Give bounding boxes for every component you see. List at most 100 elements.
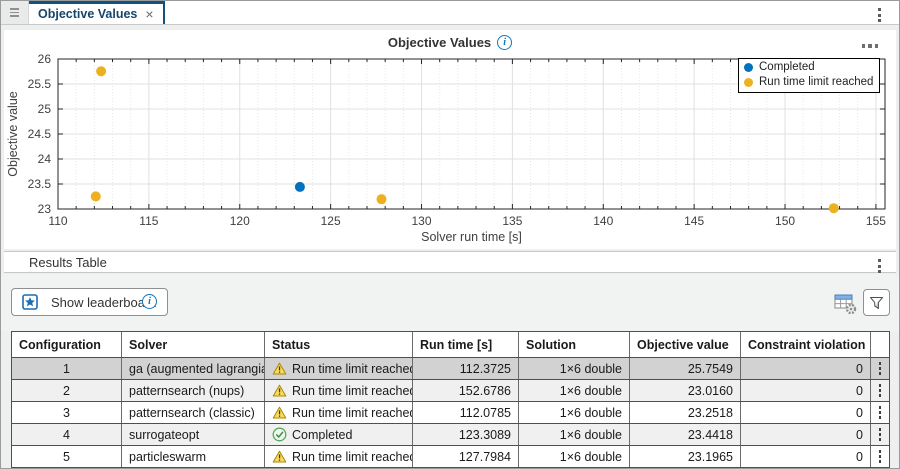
- cell-status: Run time limit reached: [265, 446, 413, 467]
- svg-text:115: 115: [139, 214, 158, 228]
- column-header-status[interactable]: Status: [265, 332, 413, 357]
- cell-status: Completed: [265, 424, 413, 445]
- row-menu[interactable]: [871, 358, 889, 379]
- row-menu-icon[interactable]: [877, 382, 884, 399]
- table-header-row: Configuration Solver Status Run time [s] Sol…: [12, 332, 889, 358]
- cell-configuration: 1: [12, 358, 122, 379]
- filter-icon: [870, 296, 883, 309]
- warning-icon: [272, 406, 287, 419]
- row-menu-icon[interactable]: [877, 426, 884, 443]
- cell-objective-value: 23.0160: [630, 380, 741, 401]
- svg-text:125: 125: [321, 214, 341, 228]
- warning-icon: [272, 362, 287, 375]
- svg-text:24.5: 24.5: [28, 127, 52, 141]
- row-menu-icon[interactable]: [877, 360, 884, 377]
- column-header-solver[interactable]: Solver: [122, 332, 265, 357]
- data-point: [294, 181, 305, 192]
- svg-text:130: 130: [412, 214, 432, 228]
- leaderboard-info-icon[interactable]: i: [142, 294, 157, 309]
- cell-run-time: 112.0785: [413, 402, 519, 423]
- table-settings-button[interactable]: [831, 289, 859, 317]
- column-header-configuration[interactable]: Configuration: [12, 332, 122, 357]
- legend-swatch: [744, 63, 753, 72]
- row-menu-icon[interactable]: [877, 404, 884, 421]
- row-menu[interactable]: [871, 424, 889, 445]
- cell-solver: surrogateopt: [122, 424, 265, 445]
- row-menu[interactable]: [871, 402, 889, 423]
- cell-configuration: 4: [12, 424, 122, 445]
- chart-more-options-icon[interactable]: [861, 44, 878, 48]
- filter-button[interactable]: [863, 289, 890, 316]
- data-point: [96, 66, 107, 77]
- svg-text:120: 120: [230, 214, 250, 228]
- leaderboard-star-icon: [22, 294, 38, 310]
- table-row[interactable]: 3 patternsearch (classic) Run time limit r…: [12, 402, 889, 424]
- warning-icon: [272, 384, 287, 397]
- cell-objective-value: 23.1965: [630, 446, 741, 467]
- svg-text:23.5: 23.5: [28, 177, 52, 191]
- svg-text:145: 145: [684, 214, 704, 228]
- objective-values-chart: 110 115 120 125 130 135 140 145 150 155 23 23.5 24 24…: [6, 52, 886, 244]
- table-row[interactable]: 5 particleswarm Run time limit reached 127.…: [12, 446, 889, 467]
- x-axis-label: Solver run time [s]: [421, 230, 522, 244]
- cell-solution: 1×6 double: [519, 446, 630, 467]
- tabbar-menu-icon[interactable]: [875, 5, 884, 25]
- cell-solver: ga (augmented lagrangian): [122, 358, 265, 379]
- cell-run-time: 152.6786: [413, 380, 519, 401]
- table-row[interactable]: 1 ga (augmented lagrangian) Run time limit…: [12, 358, 889, 380]
- data-point: [828, 203, 839, 214]
- cell-solver: patternsearch (classic): [122, 402, 265, 423]
- table-settings-icon: [834, 294, 857, 315]
- legend-label: Run time limit reached: [759, 76, 874, 88]
- cell-solver: patternsearch (nups): [122, 380, 265, 401]
- cell-constraint-violation: 0: [741, 446, 871, 467]
- legend-label: Completed: [759, 61, 815, 73]
- column-header-objective-value[interactable]: Objective value: [630, 332, 741, 357]
- show-leaderboard-button[interactable]: Show leaderboard: [11, 288, 168, 316]
- table-row[interactable]: 2 patternsearch (nups) Run time limit reac…: [12, 380, 889, 402]
- row-menu-icon[interactable]: [877, 448, 884, 465]
- results-menu-icon[interactable]: [875, 256, 884, 276]
- cell-constraint-violation: 0: [741, 402, 871, 423]
- show-leaderboard-label: Show leaderboard: [51, 294, 157, 310]
- row-menu[interactable]: [871, 446, 889, 467]
- results-table: Configuration Solver Status Run time [s] Sol…: [11, 331, 890, 468]
- svg-text:26: 26: [38, 52, 52, 66]
- row-menu[interactable]: [871, 380, 889, 401]
- cell-constraint-violation: 0: [741, 358, 871, 379]
- svg-text:25.5: 25.5: [28, 77, 52, 91]
- panel-grip[interactable]: [1, 1, 29, 24]
- tab-objective-values[interactable]: Objective Values ×: [29, 1, 165, 24]
- chart-panel: Objective Values i 110 115 120 125 130 135 140…: [4, 30, 896, 249]
- svg-text:24: 24: [38, 152, 52, 166]
- legend-swatch: [744, 78, 753, 87]
- svg-text:110: 110: [48, 214, 67, 228]
- results-section-header: Results Table: [4, 251, 896, 273]
- warning-icon: [272, 450, 287, 463]
- cell-configuration: 5: [12, 446, 122, 467]
- cell-status: Run time limit reached: [265, 380, 413, 401]
- cell-run-time: 123.3089: [413, 424, 519, 445]
- cell-run-time: 112.3725: [413, 358, 519, 379]
- results-toolbar: Show leaderboard i: [1, 274, 899, 331]
- chart-info-icon[interactable]: i: [497, 35, 513, 50]
- y-axis-label: Objective value: [6, 91, 20, 177]
- cell-objective-value: 23.2518: [630, 402, 741, 423]
- column-header-run-time[interactable]: Run time [s]: [413, 332, 519, 357]
- chart-title-row: Objective Values i: [4, 35, 896, 55]
- cell-solution: 1×6 double: [519, 424, 630, 445]
- legend-item: Completed: [744, 60, 873, 75]
- legend-item: Run time limit reached: [744, 75, 873, 90]
- cell-configuration: 3: [12, 402, 122, 423]
- table-row[interactable]: 4 surrogateopt Completed 123.3089 1×6 double…: [12, 424, 889, 446]
- cell-status: Run time limit reached: [265, 358, 413, 379]
- chart-title: Objective Values: [387, 35, 492, 50]
- cell-solver: particleswarm: [122, 446, 265, 467]
- data-point: [376, 194, 387, 205]
- chart-legend: Completed Run time limit reached: [738, 58, 881, 93]
- cell-constraint-violation: 0: [741, 380, 871, 401]
- column-header-solution[interactable]: Solution: [519, 332, 630, 357]
- tab-close-icon[interactable]: ×: [145, 6, 154, 22]
- column-header-constraint-violation[interactable]: Constraint violation: [741, 332, 871, 357]
